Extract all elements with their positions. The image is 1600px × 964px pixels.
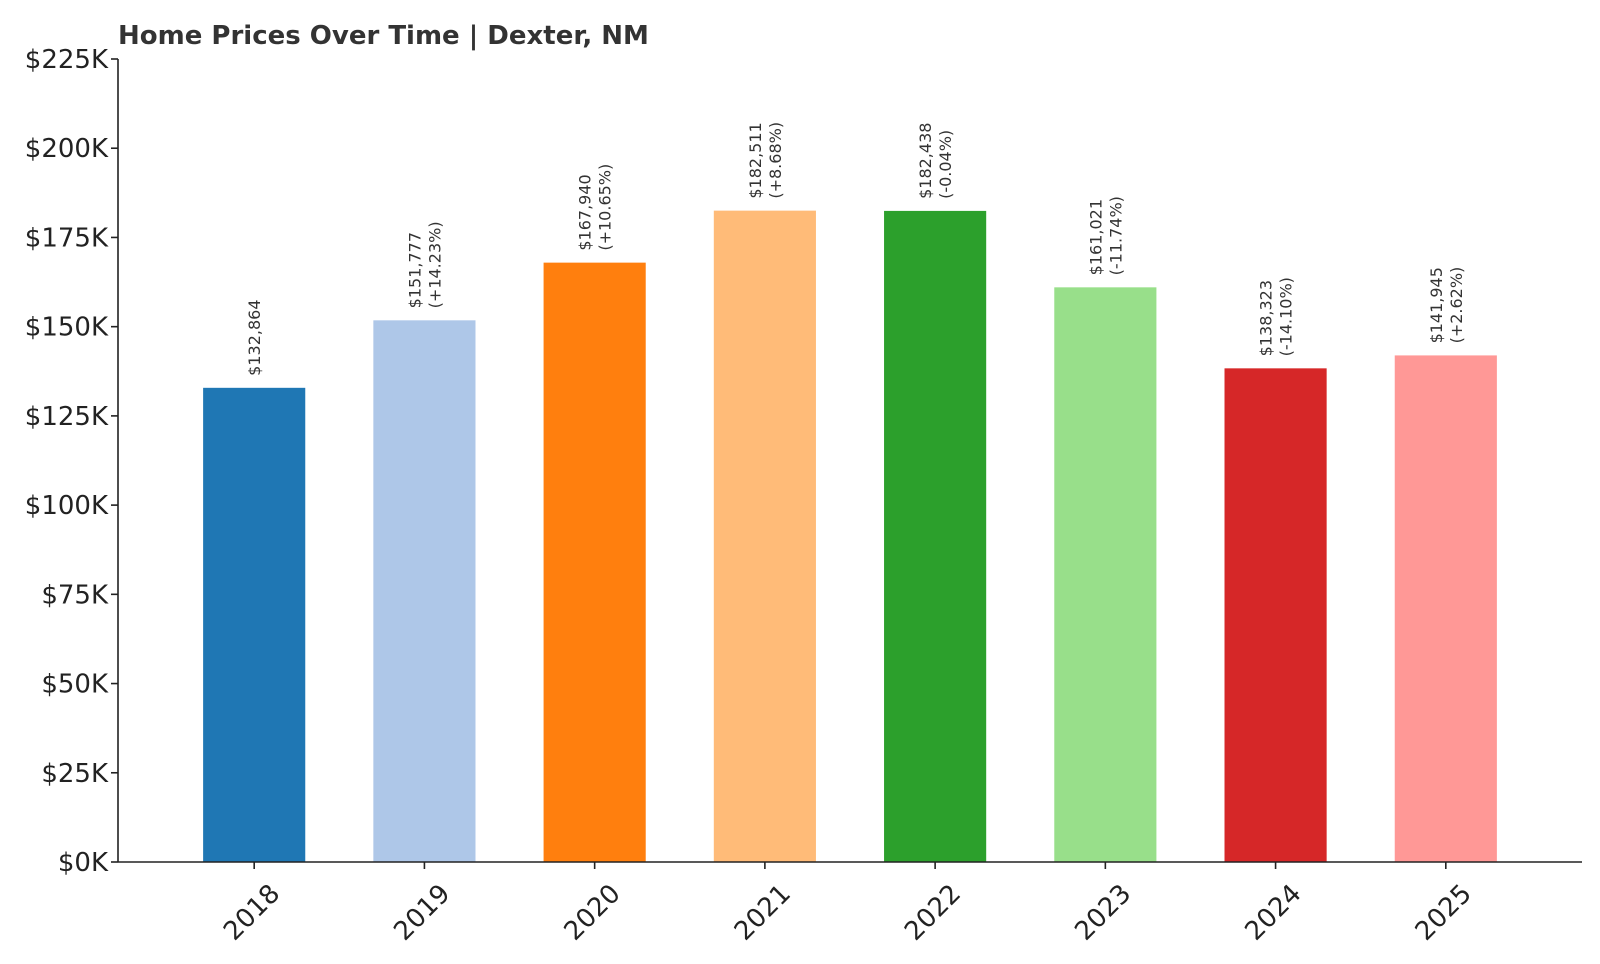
y-tick-label: $75K [41,580,109,610]
y-tick-label: $100K [25,491,109,521]
x-tick-label: 2019 [388,879,456,947]
bar-2025 [1394,355,1497,862]
y-tick-label: $200K [25,134,109,164]
bar-2020 [543,262,646,862]
bar-value-label: $182,511 [746,122,765,198]
bar-change-label: (+2.62%) [1447,267,1466,344]
x-tick-label: 2018 [218,879,286,947]
bar-value-label: $167,940 [576,174,595,250]
chart-title: Home Prices Over Time | Dexter, NM [118,21,649,51]
x-tick-label: 2020 [559,879,627,947]
bar-change-label: (-14.10%) [1277,277,1296,356]
bar-change-label: (+10.65%) [596,164,615,251]
x-tick-label: 2025 [1410,879,1478,947]
bar-2023 [1054,287,1157,863]
bar-change-label: (-11.74%) [1106,196,1125,275]
bar-value-label: $132,864 [245,299,264,375]
y-axis: $0K $25K $50K $75K $100K $125K $150K $175K $200K… [25,45,119,878]
bar-value-label: $182,438 [916,123,935,199]
bars-layer [203,210,1497,863]
bar-2018 [203,387,306,862]
x-axis: 2018 2019 2020 2021 2022 2023 2024 2025 [118,861,1582,947]
x-tick-label: 2021 [729,879,797,947]
bar-change-label: (+14.23%) [425,221,444,308]
y-tick-label: $175K [25,223,109,253]
bar-value-label: $141,945 [1427,267,1446,343]
y-tick-label: $50K [41,670,109,700]
bar-change-label: (-0.04%) [936,130,955,199]
x-tick-label: 2023 [1069,879,1137,947]
bar-2019 [373,320,476,862]
y-tick-label: $0K [58,848,109,878]
y-tick-label: $25K [41,759,109,789]
bar-value-label: $161,021 [1086,199,1105,275]
bar-2021 [713,210,816,862]
bar-value-label: $138,323 [1257,280,1276,356]
x-tick-label: 2022 [899,879,967,947]
y-tick-label: $225K [25,45,109,75]
bar-value-label: $151,777 [405,232,424,308]
y-tick-label: $125K [25,402,109,432]
x-tick-label: 2024 [1240,879,1308,947]
bar-change-label: (+8.68%) [766,122,785,199]
bar-2022 [884,210,987,862]
bar-labels-layer: $132,864 $151,777 (+14.23%) $167,940 (+10.65… [245,122,1466,376]
bar-2024 [1224,368,1327,862]
y-tick-label: $150K [25,313,109,343]
